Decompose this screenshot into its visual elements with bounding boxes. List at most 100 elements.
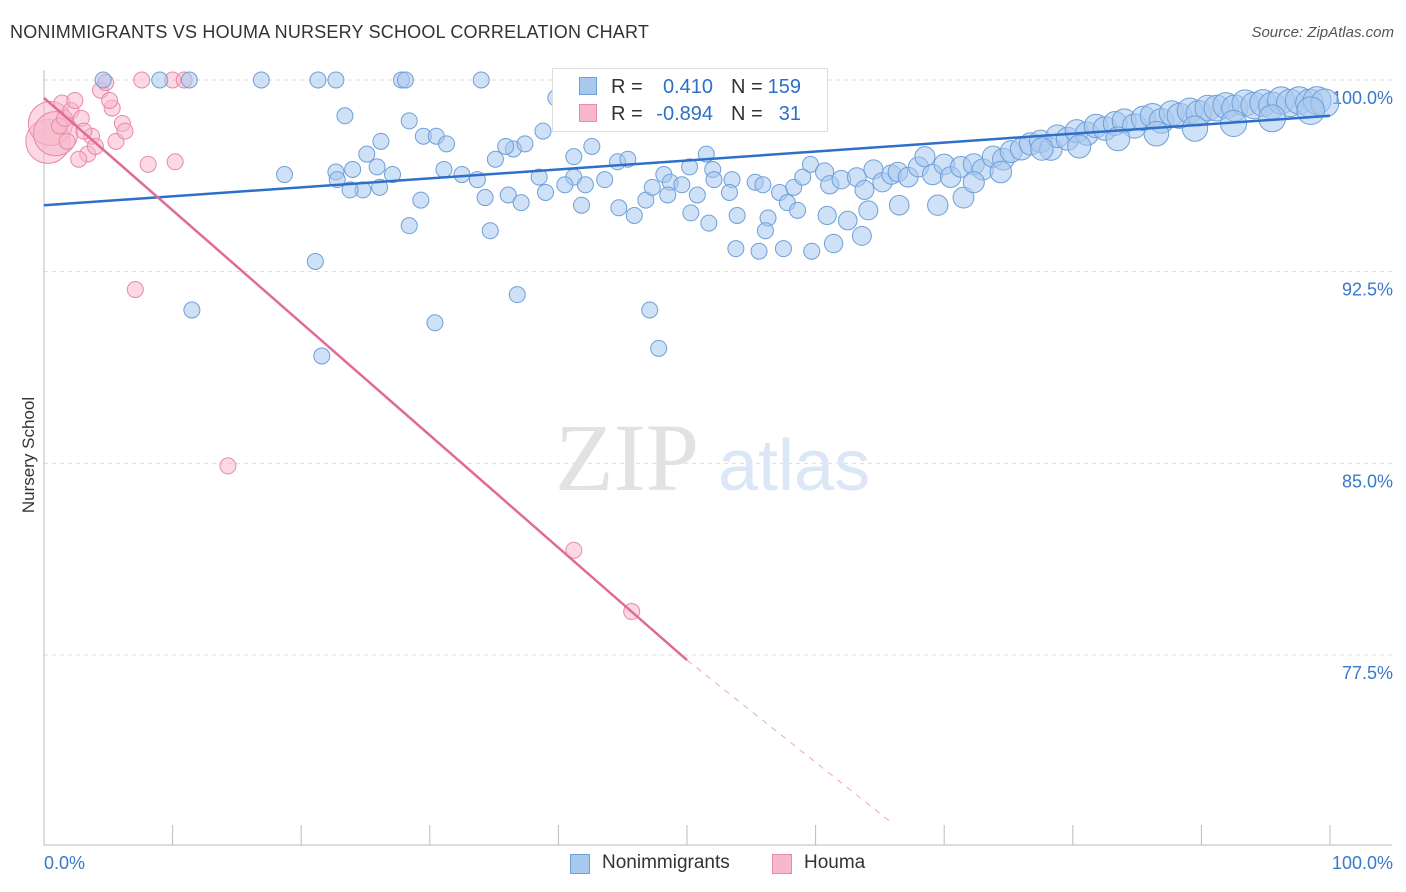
legend-row-houma: R = -0.894 N = 31 (553, 101, 827, 127)
legend-n-label: N = (731, 76, 763, 98)
nonimmigrants-point (952, 186, 975, 209)
nonimmigrants-point (728, 206, 746, 224)
houma-point (66, 91, 84, 109)
nonimmigrants-point (438, 135, 456, 153)
nonimmigrants-point (754, 176, 772, 194)
legend-r-value: 0.410 (662, 76, 713, 98)
bottom-legend-label: Houma (804, 852, 866, 873)
nonimmigrants-point (650, 339, 668, 357)
nonimmigrants-point (1143, 120, 1170, 147)
nonimmigrants-point (512, 194, 530, 212)
houma-point (139, 155, 157, 173)
nonimmigrants-point (556, 176, 574, 194)
nonimmigrants-point (989, 160, 1013, 184)
y-tick-label: 100.0% (1332, 88, 1393, 108)
nonimmigrants-point (643, 178, 661, 196)
nonimmigrants-point (625, 206, 643, 224)
nonimmigrants-point (817, 205, 837, 226)
nonimmigrants-point (516, 135, 534, 153)
legend-r-value: -0.894 (656, 103, 713, 125)
nonimmigrants-point (854, 179, 875, 200)
chart-title: NONIMMIGRANTS VS HOUMA NURSERY SCHOOL CO… (10, 22, 650, 42)
nonimmigrants-point (837, 210, 858, 231)
nonimmigrants-point (368, 158, 386, 176)
nonimmigrants-point (472, 71, 490, 89)
x-tick-label-right: 100.0% (1332, 853, 1393, 873)
nonimmigrants-point (681, 158, 699, 176)
watermark-atlas: atlas (718, 426, 870, 506)
nonimmigrants-point (497, 137, 515, 155)
nonimmigrants-point (400, 112, 418, 130)
nonimmigrants-points (94, 71, 1340, 365)
nonimmigrants-point (499, 186, 517, 204)
nonimmigrants-point (682, 204, 700, 222)
nonimmigrants-point (720, 183, 738, 201)
y-axis-label: Nursery School (19, 397, 38, 513)
axes (43, 70, 1392, 846)
nonimmigrants-point (275, 166, 293, 184)
nonimmigrants-point (400, 217, 418, 235)
bottom-legend-label: Nonimmigrants (602, 852, 730, 873)
nonimmigrants-point (823, 233, 844, 254)
nonimmigrants-point (1030, 137, 1054, 161)
houma-point (101, 91, 119, 109)
nonimmigrants-point (756, 222, 774, 240)
nonimmigrants-point (573, 196, 591, 214)
houma-trend-extension (686, 659, 894, 825)
houma-point (565, 541, 583, 559)
nonimmigrants-point (534, 122, 552, 140)
nonimmigrants-point (1105, 126, 1131, 152)
nonimmigrants-point (486, 150, 504, 168)
watermark: ZIP atlas (555, 404, 870, 511)
nonimmigrants-point (306, 252, 324, 270)
nonimmigrants-point (858, 200, 879, 221)
nonimmigrants-point (789, 201, 807, 219)
nonimmigrants-point (412, 191, 430, 209)
nonimmigrants-point (530, 168, 548, 186)
nonimmigrants-point (1296, 96, 1326, 125)
y-tick-label: 85.0% (1342, 471, 1393, 491)
nonimmigrants-point (888, 194, 910, 216)
source-label: Source: ZipAtlas.com (1251, 24, 1394, 41)
bottom-legend-swatch-blue (570, 854, 590, 874)
nonimmigrants-point (396, 71, 414, 89)
nonimmigrants-point (659, 186, 677, 204)
nonimmigrants-point (610, 199, 628, 217)
houma-trend-line (43, 96, 688, 662)
nonimmigrants-point (596, 171, 614, 189)
nonimmigrants-point (1067, 134, 1092, 159)
houma-point (58, 132, 76, 150)
nonimmigrants-point (358, 145, 376, 163)
nonimmigrants-point (565, 148, 583, 166)
nonimmigrants-point (914, 146, 936, 168)
houma-point (70, 150, 88, 168)
nonimmigrants-point (750, 242, 768, 260)
houma-point (86, 137, 104, 155)
nonimmigrants-point (508, 286, 526, 304)
legend-swatch-pink (579, 104, 597, 122)
y-tick-labels: 100.0% 92.5% 85.0% 77.5% (1332, 88, 1393, 683)
nonimmigrants-point (481, 222, 499, 240)
nonimmigrants-point (803, 242, 821, 260)
legend-n-label: N = (731, 103, 763, 125)
nonimmigrants-point (336, 107, 354, 125)
houma-point (126, 281, 144, 299)
houma-point (219, 457, 237, 475)
houma-point (166, 153, 184, 171)
nonimmigrants-point (183, 301, 201, 319)
legend-swatch-blue (579, 77, 597, 95)
trend-lines (43, 96, 1331, 825)
houma-point (133, 71, 151, 89)
legend-n-value: 31 (778, 103, 801, 125)
legend-r-label: R = (611, 103, 643, 125)
nonimmigrants-point (384, 166, 402, 184)
x-tick-label-left: 0.0% (44, 853, 85, 873)
nonimmigrants-point (94, 71, 112, 89)
nonimmigrants-point (151, 71, 169, 89)
nonimmigrants-point (774, 240, 792, 258)
nonimmigrants-point (727, 240, 745, 258)
nonimmigrants-trend-line (43, 114, 1331, 207)
nonimmigrants-point (309, 71, 327, 89)
y-tick-label: 77.5% (1342, 663, 1393, 683)
